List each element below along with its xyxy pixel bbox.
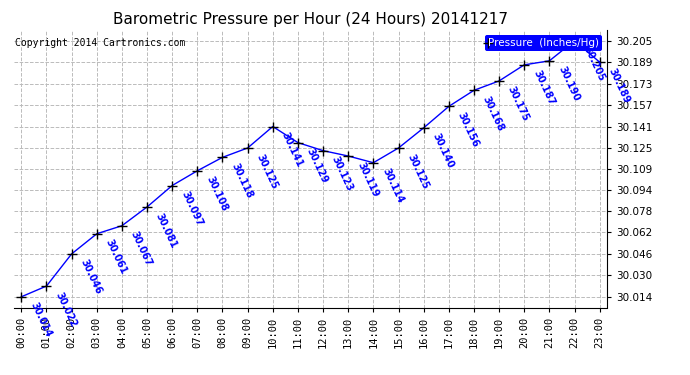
Text: 30.189: 30.189 — [607, 66, 631, 105]
Line: Pressure  (Inches/Hg): Pressure (Inches/Hg) — [17, 36, 604, 302]
Text: 30.140: 30.140 — [431, 132, 455, 170]
Pressure  (Inches/Hg) — [571, 39, 579, 43]
Pressure  (Inches/Hg) — [369, 160, 377, 165]
Text: 30.156: 30.156 — [455, 111, 481, 149]
Text: 30.097: 30.097 — [179, 190, 204, 228]
Pressure  (Inches/Hg) — [143, 205, 151, 209]
Pressure  (Inches/Hg) — [495, 79, 503, 83]
Text: 30.114: 30.114 — [380, 167, 405, 205]
Text: 30.175: 30.175 — [506, 85, 531, 123]
Pressure  (Inches/Hg) — [118, 224, 126, 228]
Pressure  (Inches/Hg) — [344, 154, 353, 158]
Pressure  (Inches/Hg) — [545, 58, 553, 63]
Text: 30.190: 30.190 — [556, 65, 581, 103]
Pressure  (Inches/Hg) — [520, 63, 529, 67]
Legend: Pressure  (Inches/Hg): Pressure (Inches/Hg) — [485, 35, 602, 51]
Pressure  (Inches/Hg) — [395, 146, 403, 150]
Text: 30.061: 30.061 — [104, 238, 128, 276]
Text: 30.046: 30.046 — [79, 258, 103, 296]
Text: 30.123: 30.123 — [330, 155, 355, 193]
Pressure  (Inches/Hg) — [193, 168, 201, 173]
Pressure  (Inches/Hg) — [420, 126, 428, 130]
Text: 30.168: 30.168 — [481, 94, 506, 133]
Pressure  (Inches/Hg) — [595, 60, 604, 64]
Text: 30.081: 30.081 — [154, 211, 179, 249]
Pressure  (Inches/Hg) — [470, 88, 478, 93]
Text: 30.125: 30.125 — [406, 152, 431, 190]
Text: 30.108: 30.108 — [204, 175, 229, 213]
Text: 30.067: 30.067 — [129, 230, 154, 268]
Pressure  (Inches/Hg) — [294, 140, 302, 145]
Pressure  (Inches/Hg) — [168, 183, 177, 188]
Pressure  (Inches/Hg) — [244, 146, 252, 150]
Pressure  (Inches/Hg) — [92, 231, 101, 236]
Pressure  (Inches/Hg) — [42, 284, 50, 288]
Text: Copyright 2014 Cartronics.com: Copyright 2014 Cartronics.com — [15, 38, 186, 48]
Title: Barometric Pressure per Hour (24 Hours) 20141217: Barometric Pressure per Hour (24 Hours) … — [113, 12, 508, 27]
Pressure  (Inches/Hg) — [319, 148, 327, 153]
Text: 30.205: 30.205 — [582, 45, 607, 83]
Pressure  (Inches/Hg) — [444, 104, 453, 109]
Text: 30.141: 30.141 — [279, 131, 305, 169]
Pressure  (Inches/Hg) — [68, 252, 76, 256]
Text: 30.014: 30.014 — [28, 301, 53, 339]
Pressure  (Inches/Hg) — [268, 124, 277, 129]
Pressure  (Inches/Hg) — [17, 294, 26, 299]
Text: 30.022: 30.022 — [53, 290, 79, 328]
Text: 30.187: 30.187 — [531, 69, 556, 107]
Text: 30.129: 30.129 — [305, 147, 330, 185]
Text: 30.118: 30.118 — [230, 162, 255, 200]
Pressure  (Inches/Hg) — [218, 155, 226, 160]
Text: 30.125: 30.125 — [255, 152, 279, 190]
Text: 30.119: 30.119 — [355, 160, 380, 198]
